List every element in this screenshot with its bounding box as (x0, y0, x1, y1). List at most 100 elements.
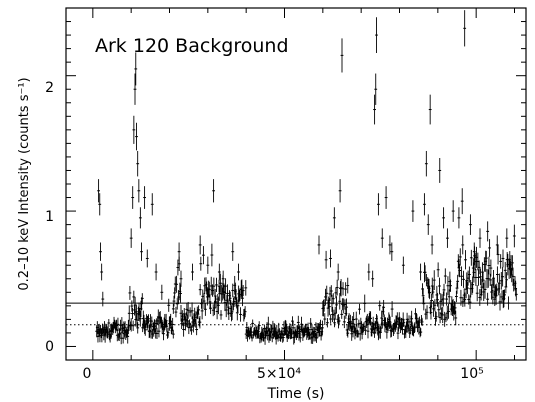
x-tick-label-1: 5×10⁴ (257, 366, 301, 382)
flare-point (135, 122, 138, 151)
data-point (337, 316, 341, 326)
data-point (132, 290, 136, 304)
data-point (446, 276, 450, 296)
data-point (434, 311, 438, 322)
flare-point (377, 193, 380, 216)
data-point (483, 280, 487, 299)
data-point (418, 316, 421, 328)
flare-point (486, 221, 490, 242)
flare-point (154, 263, 158, 281)
data-point (512, 224, 516, 248)
data-point (496, 266, 499, 283)
data-point (214, 295, 218, 308)
data-point (231, 283, 235, 298)
flare-point (98, 193, 102, 216)
data-point (441, 306, 445, 324)
data-point (140, 293, 144, 304)
data-point (363, 325, 367, 335)
data-point (352, 312, 356, 327)
data-point (410, 310, 414, 327)
x-tick-label-2: 10⁵ (460, 366, 483, 382)
y-tick-label-2: 2 (45, 80, 54, 96)
data-point (325, 285, 329, 301)
flare-point (478, 228, 482, 248)
data-point (360, 328, 364, 340)
data-point (257, 324, 260, 339)
flare-point (505, 228, 509, 248)
flare-point (160, 284, 164, 300)
data-point (208, 294, 212, 310)
flare-point (401, 256, 405, 274)
data-point (471, 276, 475, 293)
data-point (107, 319, 111, 327)
data-point (453, 301, 457, 314)
data-point (503, 261, 507, 279)
data-point (209, 302, 212, 314)
data-point (498, 293, 502, 311)
data-point (195, 323, 199, 336)
data-point (505, 272, 508, 288)
data-point (460, 188, 464, 215)
data-point (212, 277, 216, 295)
data-point (404, 326, 408, 338)
data-point (488, 239, 491, 257)
data-point (510, 255, 514, 271)
data-point (202, 292, 206, 310)
data-point (210, 243, 214, 267)
x-tick-label-0: 0 (83, 366, 92, 382)
data-point (202, 246, 205, 265)
data-point (467, 266, 471, 283)
data-point (382, 299, 386, 315)
data-point (437, 302, 441, 318)
x-axis-label: Time (s) (267, 386, 325, 402)
data-point (358, 303, 361, 315)
data-point (224, 278, 227, 294)
data-point (164, 313, 168, 328)
flare-point (373, 94, 376, 125)
data-point (339, 279, 343, 297)
flare-point (143, 186, 146, 209)
data-point (207, 281, 211, 298)
data-point (477, 269, 480, 286)
flare-point (463, 10, 467, 47)
data-point (346, 328, 350, 338)
data-point (390, 301, 394, 317)
data-point (396, 327, 400, 340)
flare-point (97, 179, 100, 203)
data-point (182, 322, 186, 337)
flare-point (446, 228, 449, 248)
data-point (458, 263, 462, 278)
flare-point (145, 249, 149, 268)
flare-point (340, 38, 344, 73)
flare-point (495, 235, 499, 255)
data-point (135, 304, 138, 320)
data-point (228, 291, 232, 305)
flare-point (231, 242, 235, 261)
data-point (423, 265, 427, 280)
data-point (171, 329, 175, 339)
data-point (445, 292, 449, 306)
flare-point (179, 270, 183, 287)
data-point (363, 294, 367, 313)
flare-point (338, 179, 342, 203)
data-point (486, 269, 490, 288)
data-point (173, 287, 177, 299)
data-point (235, 305, 239, 321)
flare-point (472, 242, 476, 261)
data-point (251, 319, 255, 328)
data-point (197, 305, 200, 315)
data-point (241, 290, 244, 307)
data-point (245, 321, 249, 334)
data-point (331, 293, 335, 305)
data-point (442, 283, 446, 296)
data-point (136, 322, 140, 334)
data-point (433, 299, 437, 312)
data-point (436, 292, 439, 307)
y-axis-label: 0.2–10 keV Intensity (counts s⁻¹) (17, 77, 32, 290)
flare-point (380, 228, 384, 248)
data-point (193, 319, 197, 328)
data-point (447, 303, 450, 319)
data-point (475, 285, 479, 302)
data-point (436, 262, 440, 278)
